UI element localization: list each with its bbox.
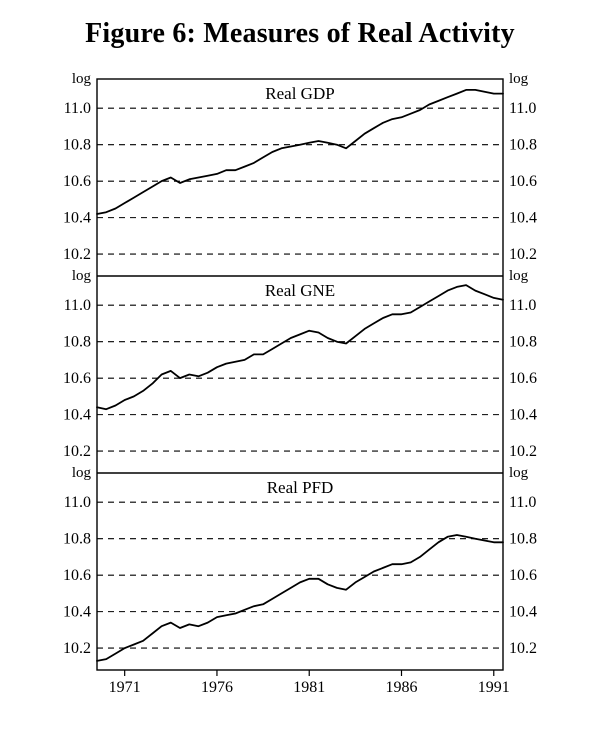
svg-text:10.4: 10.4 [509,604,537,621]
svg-text:10.2: 10.2 [63,443,91,460]
svg-text:log: log [72,268,92,284]
svg-text:10.4: 10.4 [63,210,91,227]
svg-text:10.4: 10.4 [509,210,537,227]
svg-text:10.2: 10.2 [509,443,537,460]
chart-area: 10.2 10.2 10.4 10.4 10.6 10.6 10.8 10.8 11.0 11.0… [55,65,545,700]
svg-text:10.4: 10.4 [63,604,91,621]
svg-text:log: log [509,465,529,481]
svg-text:1981: 1981 [293,679,325,696]
svg-text:10.8: 10.8 [63,334,91,351]
svg-text:1991: 1991 [478,679,510,696]
svg-text:1986: 1986 [386,679,418,696]
svg-text:10.8: 10.8 [509,137,537,154]
svg-text:11.0: 11.0 [64,297,91,314]
svg-text:log: log [509,71,529,87]
svg-text:Real GNE: Real GNE [265,281,335,300]
figure-container: Figure 6: Measures of Real Activity 10.2… [0,0,600,735]
svg-text:10.8: 10.8 [63,531,91,548]
svg-text:11.0: 11.0 [509,297,536,314]
svg-text:log: log [509,268,529,284]
svg-text:10.6: 10.6 [509,567,537,584]
svg-text:10.6: 10.6 [509,173,537,190]
svg-text:10.6: 10.6 [63,370,91,387]
svg-text:10.2: 10.2 [509,640,537,657]
svg-text:Real GDP: Real GDP [265,84,334,103]
figure-title: Figure 6: Measures of Real Activity [0,0,600,50]
svg-text:1976: 1976 [201,679,233,696]
svg-text:11.0: 11.0 [64,494,91,511]
svg-text:10.8: 10.8 [509,334,537,351]
svg-text:1971: 1971 [109,679,141,696]
svg-text:Real PFD: Real PFD [267,478,334,497]
svg-text:10.6: 10.6 [509,370,537,387]
svg-text:10.2: 10.2 [63,640,91,657]
chart-svg: 10.2 10.2 10.4 10.4 10.6 10.6 10.8 10.8 11.0 11.0… [55,65,545,700]
svg-text:10.2: 10.2 [63,246,91,263]
svg-text:10.8: 10.8 [509,531,537,548]
svg-text:log: log [72,71,92,87]
svg-text:10.4: 10.4 [63,407,91,424]
svg-text:10.2: 10.2 [509,246,537,263]
svg-text:11.0: 11.0 [64,100,91,117]
svg-text:log: log [72,465,92,481]
svg-text:10.6: 10.6 [63,567,91,584]
svg-text:10.4: 10.4 [509,407,537,424]
svg-text:10.8: 10.8 [63,137,91,154]
svg-text:11.0: 11.0 [509,494,536,511]
svg-text:11.0: 11.0 [509,100,536,117]
svg-text:10.6: 10.6 [63,173,91,190]
